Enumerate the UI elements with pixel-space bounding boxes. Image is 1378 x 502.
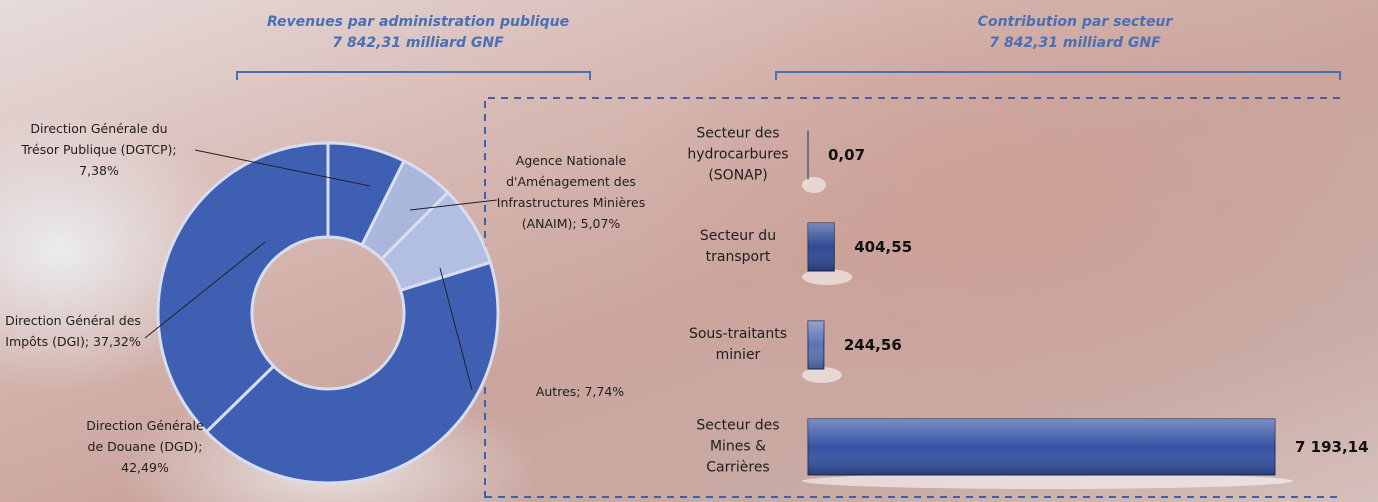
page: Revenues par administration publique 7 8… xyxy=(0,0,1378,502)
bar-shine xyxy=(808,321,824,369)
category-label: Secteur des hydrocarbures (SONAP) xyxy=(678,124,798,187)
bar-shine xyxy=(808,223,834,271)
chart-subtitle: 7 842,31 milliard GNF xyxy=(989,35,1160,51)
bars xyxy=(802,131,1293,489)
bar-shine xyxy=(808,419,1275,475)
slice-label: Direction Générale du Trésor Publique (D… xyxy=(20,118,178,181)
slice-label: Agence Nationale d'Aménagement des Infra… xyxy=(496,150,646,234)
value-label: 0,07 xyxy=(828,146,865,164)
chart-title: Contribution par secteur xyxy=(978,14,1173,30)
slice-label: Direction Général des Impôts (DGI); 37,3… xyxy=(2,310,144,352)
slice-label: Direction Générale de Douane (DGD); 42,4… xyxy=(82,415,208,478)
category-label: Sous-traitants minier xyxy=(678,324,798,366)
category-label: Secteur du transport xyxy=(678,226,798,268)
value-label: 7 193,14 xyxy=(1295,438,1369,456)
chart-title: Revenues par administration publique xyxy=(267,14,569,30)
bar-shadow xyxy=(802,177,826,193)
value-label: 404,55 xyxy=(854,238,912,256)
category-label: Secteur des Mines & Carrières xyxy=(678,416,798,479)
title-bracket xyxy=(776,72,1340,80)
chart-subtitle: 7 842,31 milliard GNF xyxy=(332,35,503,51)
value-label: 244,56 xyxy=(844,336,902,354)
slice-label: Autres; 7,74% xyxy=(505,381,655,402)
donut xyxy=(158,143,498,483)
title-bracket xyxy=(237,72,590,80)
